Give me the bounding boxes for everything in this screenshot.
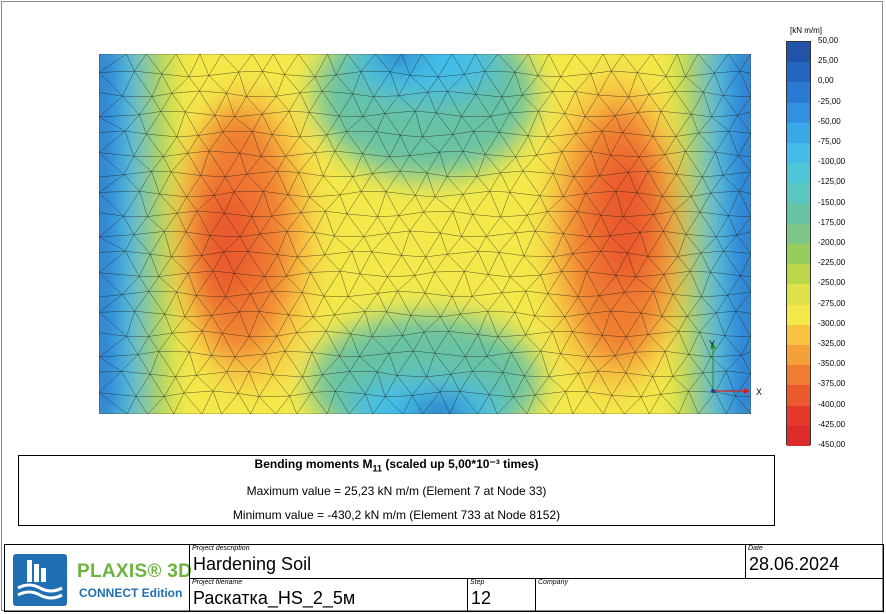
- legend-swatch: [787, 163, 810, 184]
- legend-label: -25,00: [818, 96, 841, 106]
- step-caption: Step: [470, 579, 485, 586]
- legend-swatch: [787, 425, 810, 447]
- mesh-lines: [99, 54, 751, 414]
- legend-swatch: [787, 244, 810, 265]
- legend-swatch: [787, 304, 810, 326]
- result-info-box: Bending moments M11 (scaled up 5,00*10⁻³…: [18, 455, 775, 526]
- brand-edition: CONNECT Edition: [79, 586, 183, 600]
- project-filename: Раскатка_HS_2_5м: [193, 588, 356, 608]
- legend-swatch: [787, 324, 810, 346]
- legend-label: -275,00: [818, 298, 846, 308]
- legend-label: -175,00: [818, 217, 846, 227]
- project-filename-caption: Project filename: [192, 579, 243, 586]
- legend-label: 50,00: [818, 36, 839, 45]
- legend-colorbar: [786, 41, 811, 447]
- legend-label: -425,00: [818, 419, 846, 429]
- brand-name: PLAXIS® 3D: [77, 561, 193, 582]
- date-cell: Date 28.06.2024: [745, 545, 883, 578]
- legend-label: -150,00: [818, 197, 846, 207]
- legend-swatch: [787, 82, 810, 104]
- title-block: PLAXIS® 3D CONNECT Edition Project descr…: [4, 544, 884, 612]
- date-caption: Date: [748, 545, 763, 552]
- project-description-cell: Project description Hardening Soil: [189, 545, 745, 578]
- legend-label: -100,00: [818, 157, 846, 167]
- legend-unit: [kN m/m]: [790, 26, 822, 35]
- project-filename-cell: Project filename Раскатка_HS_2_5м: [189, 578, 467, 611]
- axis-indicator: [710, 342, 750, 394]
- legend-swatch: [787, 405, 810, 427]
- axis-y-label: Y: [709, 339, 716, 349]
- company-cell: Company: [535, 578, 883, 611]
- legend-label: -75,00: [818, 137, 841, 146]
- legend-swatch: [787, 203, 810, 225]
- legend-label: -300,00: [818, 318, 846, 328]
- legend-label: -225,00: [818, 258, 846, 268]
- project-description: Hardening Soil: [193, 554, 312, 574]
- company-caption: Company: [538, 579, 568, 586]
- legend-swatch: [787, 284, 810, 306]
- legend-swatch: [787, 62, 810, 83]
- legend-swatch: [787, 223, 810, 245]
- legend-swatch: [787, 42, 810, 63]
- legend-swatch: [787, 102, 810, 124]
- legend-label: -250,00: [818, 278, 846, 288]
- legend-swatch: [787, 143, 810, 164]
- result-title: Bending moments M11 (scaled up 5,00*10⁻³…: [254, 457, 539, 474]
- legend-label: -375,00: [818, 379, 846, 389]
- project-description-caption: Project description: [192, 545, 250, 552]
- legend-label: 0,00: [818, 76, 834, 86]
- legend-label: -125,00: [818, 177, 846, 187]
- step-cell: Step 12: [467, 578, 535, 611]
- legend-label: -50,00: [818, 116, 841, 126]
- legend-label: -450,00: [818, 440, 846, 449]
- axis-x-label: X: [756, 387, 763, 397]
- legend-label: -325,00: [818, 339, 846, 348]
- legend-swatch: [787, 183, 810, 205]
- legend-swatch: [787, 264, 810, 285]
- plaxis-logo-icon: [13, 554, 67, 606]
- contour-plot: [99, 54, 751, 414]
- date-value: 28.06.2024: [749, 554, 840, 574]
- legend-label: -200,00: [818, 238, 846, 247]
- legend-label: -350,00: [818, 359, 846, 369]
- legend-swatch: [787, 122, 810, 144]
- legend-label: -400,00: [818, 399, 846, 409]
- minimum-value: Minimum value = -430,2 kN m/m (Element 7…: [232, 508, 561, 522]
- legend-label: 25,00: [818, 56, 839, 66]
- legend-swatch: [787, 345, 810, 366]
- fe-mesh: [99, 54, 751, 414]
- legend-swatch: [787, 365, 810, 386]
- step-value: 12: [471, 588, 492, 608]
- legend-swatch: [787, 385, 810, 407]
- maximum-value: Maximum value = 25,23 kN m/m (Element 7 …: [246, 484, 547, 498]
